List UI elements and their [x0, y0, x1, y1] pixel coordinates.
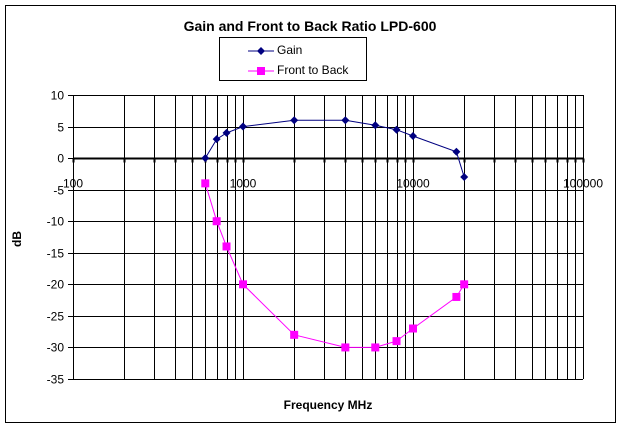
data-point — [460, 280, 469, 289]
data-point — [341, 343, 350, 352]
x-tick-label: 1000 — [230, 177, 257, 191]
square-marker-icon — [248, 65, 274, 75]
y-tick-label: -10 — [47, 215, 65, 229]
legend-label: Front to Back — [277, 63, 349, 77]
data-point — [392, 125, 401, 134]
data-point — [239, 280, 247, 289]
y-tick-label: -5 — [53, 184, 64, 198]
y-tick-label: -35 — [47, 373, 65, 387]
y-tick-label: 5 — [57, 121, 64, 135]
data-point — [222, 128, 231, 137]
y-tick-label: -25 — [47, 310, 65, 324]
legend-item-front-to-back: Front to Back — [248, 63, 348, 77]
series-line — [204, 183, 465, 348]
data-point — [201, 179, 210, 188]
data-point — [452, 292, 461, 301]
data-point — [452, 147, 461, 156]
y-tick-label: -15 — [47, 247, 65, 261]
legend-item-gain: Gain — [248, 43, 302, 57]
data-point — [201, 154, 210, 163]
data-point — [290, 330, 299, 339]
data-point — [341, 116, 350, 125]
y-tick-label: -20 — [47, 278, 65, 292]
data-point — [371, 343, 380, 352]
legend-label: Gain — [277, 43, 303, 57]
x-tick-label: 10000 — [396, 177, 430, 191]
data-point — [409, 324, 417, 333]
x-axis-title: Frequency MHz — [283, 398, 373, 412]
y-axis-title: dB — [10, 231, 24, 247]
chart-title: Gain and Front to Back Ratio LPD-600 — [183, 18, 437, 34]
x-tick-label: 100 — [63, 177, 83, 191]
y-tick-label: -30 — [47, 341, 65, 355]
data-point — [212, 135, 221, 144]
y-tick-label: 10 — [51, 89, 65, 103]
data-point — [392, 337, 401, 346]
y-tick-label: 0 — [57, 152, 64, 166]
diamond-marker-icon — [248, 45, 274, 55]
data-point — [222, 242, 231, 251]
data-point — [371, 121, 380, 130]
x-tick-label: 100000 — [563, 177, 603, 191]
data-point — [212, 217, 221, 226]
data-point — [290, 116, 299, 125]
data-point — [460, 173, 469, 182]
legend: Gain Front to Back — [219, 37, 367, 81]
data-point — [409, 132, 417, 141]
data-point — [239, 122, 247, 131]
